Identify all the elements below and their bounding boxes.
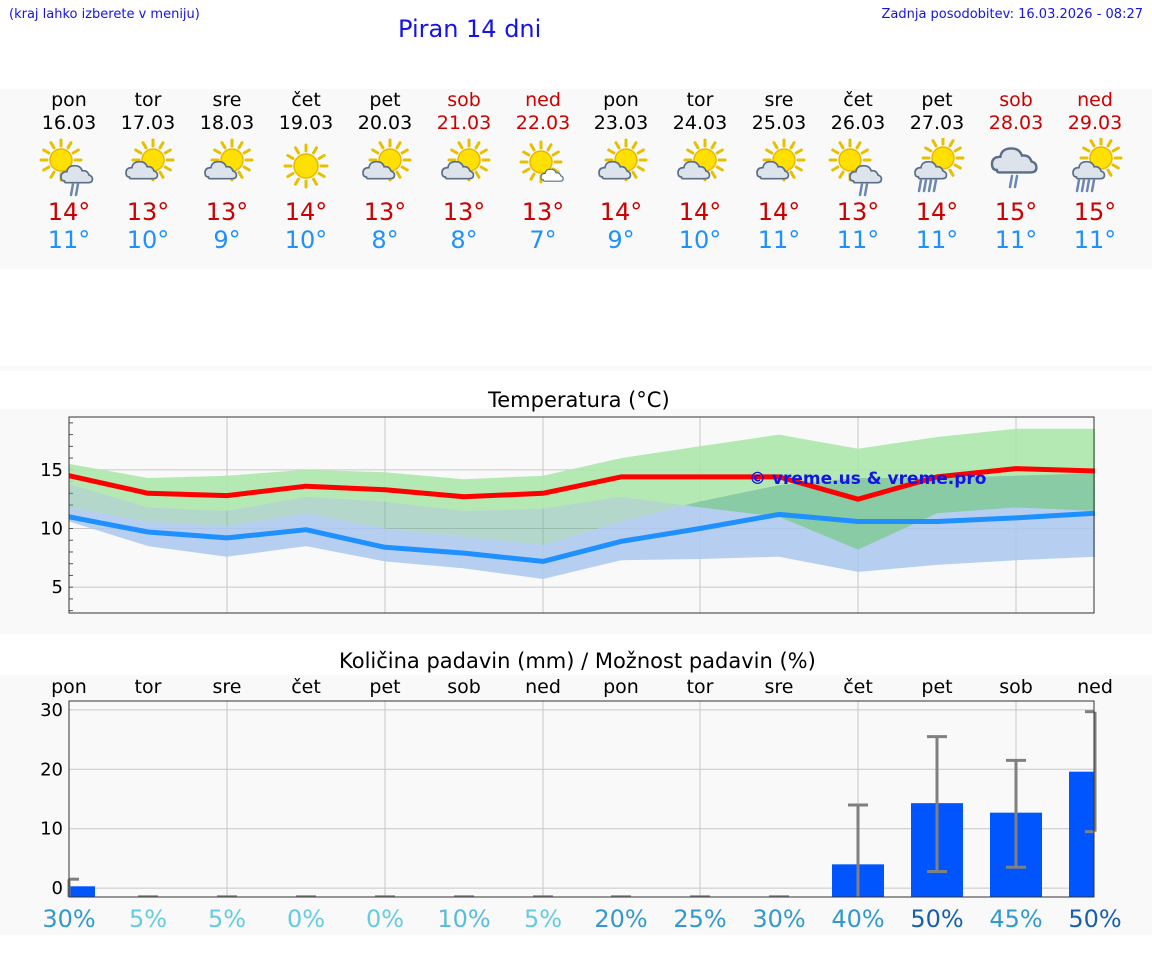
watermark: © vreme.us & vreme.pro: [749, 469, 986, 489]
y-tick-label: 20: [40, 759, 63, 780]
x-category-label: čet: [291, 676, 321, 698]
separator-panel: [0, 366, 1152, 371]
x-category-label: tor: [687, 676, 714, 698]
x-category-label: čet: [843, 676, 873, 698]
x-category-label: pet: [921, 676, 952, 698]
page-title: Piran 14 dni: [398, 15, 542, 43]
precip-bar: [1069, 771, 1094, 897]
location-hint: (kraj lahko izberete v meniju): [9, 7, 200, 22]
y-tick-label: 10: [40, 518, 63, 539]
temperature-chart: 5 10 15 © vreme.us & vreme.pro: [40, 416, 1096, 614]
precip-probability: 10%: [437, 905, 490, 933]
x-category-label: sob: [999, 676, 1033, 698]
y-tick-label: 15: [40, 460, 63, 481]
precipitation-chart-title: Količina padavin (mm) / Možnost padavin …: [339, 649, 816, 673]
x-category-label: pon: [603, 676, 639, 698]
min-temp-line: [68, 510, 1096, 564]
precipitation-chart: pon tor sre čet pet sob ned pon tor sre čet pet sob n…: [40, 676, 1122, 933]
precip-probability: 5%: [129, 905, 167, 933]
x-category-label: ned: [525, 676, 561, 698]
y-tick-label: 5: [52, 577, 63, 598]
forecast-panel: [0, 89, 1152, 269]
y-tick-label: 30: [40, 700, 63, 721]
precip-probability: 30%: [42, 905, 95, 933]
precip-bar: [69, 886, 95, 897]
precip-probability: 20%: [594, 905, 647, 933]
plot-frame: [68, 700, 1095, 898]
precip-probability: 40%: [831, 905, 884, 933]
x-category-label: ned: [1077, 676, 1113, 698]
precip-probability: 25%: [673, 905, 726, 933]
max-temp-line: [68, 466, 1096, 502]
precip-probability: 5%: [524, 905, 562, 933]
x-category-label: tor: [135, 676, 162, 698]
y-tick-label: 0: [52, 878, 63, 899]
x-category-label: sre: [765, 676, 794, 698]
last-update: Zadnja posodobitev: 16.03.2026 - 08:27: [881, 7, 1143, 22]
precip-probability: 5%: [208, 905, 246, 933]
temperature-chart-title: Temperatura (°C): [488, 388, 670, 412]
precip-probability: 0%: [287, 905, 325, 933]
x-category-label: pet: [369, 676, 400, 698]
precip-probability: 0%: [366, 905, 404, 933]
y-tick-label: 10: [40, 819, 63, 840]
x-category-label: sob: [447, 676, 481, 698]
precip-probability: 45%: [989, 905, 1042, 933]
precip-probability: 30%: [752, 905, 805, 933]
precip-probability: 50%: [910, 905, 963, 933]
precip-probability: 50%: [1068, 905, 1121, 933]
x-category-label: sre: [213, 676, 242, 698]
x-category-label: pon: [51, 676, 87, 698]
plot-frame: [68, 416, 1095, 614]
